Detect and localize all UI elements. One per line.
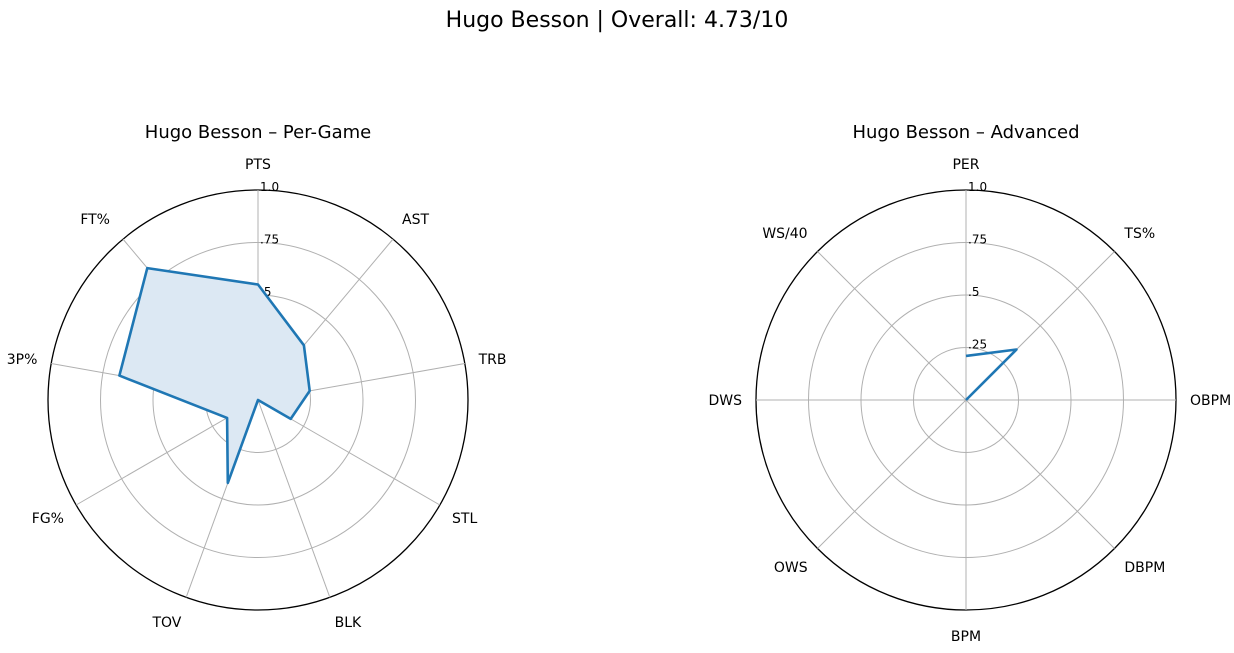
axis-label-ws-40: WS/40: [762, 226, 807, 242]
radial-tick-label: .75: [968, 233, 987, 247]
axis-label-per: PER: [952, 157, 979, 173]
axis-label-ft-pct: FT%: [80, 212, 110, 228]
figure-title: Hugo Besson | Overall: 4.73/10: [445, 8, 789, 33]
radial-tick-label: 1.0: [260, 180, 279, 194]
radar-spoke-dbpm: [965, 399, 1115, 549]
panel-title: Hugo Besson – Advanced: [852, 122, 1079, 143]
axis-label-blk: BLK: [335, 615, 362, 631]
axis-label-bpm: BPM: [951, 629, 981, 645]
radial-tick-label: 1.0: [968, 180, 987, 194]
radar-panel-advanced: .25 .5 .75 1.0 PER TS% OBPM DBPM BPM OWS DWS WS/40 H…: [708, 122, 1231, 645]
radar-spoke-ws-40: [817, 251, 967, 401]
radar-series-area: [118, 266, 312, 485]
radar-series-line: [965, 348, 1018, 401]
radial-tick-label: .5: [260, 285, 271, 299]
axis-label-pts: PTS: [245, 157, 271, 173]
axis-label-ast: AST: [402, 212, 429, 228]
axis-label-3p-pct: 3P%: [7, 352, 38, 368]
axis-label-trb: TRB: [478, 352, 507, 368]
axis-label-ts-pct: TS%: [1123, 226, 1155, 242]
axis-label-stl: STL: [452, 511, 477, 527]
axis-label-dbpm: DBPM: [1124, 560, 1165, 576]
radial-tick-label: .25: [968, 338, 987, 352]
axis-label-fg-pct: FG%: [32, 511, 64, 527]
radial-tick-label: .5: [968, 285, 979, 299]
axis-label-obpm: OBPM: [1190, 393, 1231, 409]
axis-label-dws: DWS: [708, 393, 742, 409]
axis-label-ows: OWS: [774, 560, 808, 576]
radial-tick-label: .75: [260, 233, 279, 247]
panel-title: Hugo Besson – Per-Game: [145, 122, 371, 143]
radar-panel-per-game: .25.5.751.0PTSASTTRBSTLBLKTOVFG%3P%FT%Hu…: [7, 122, 507, 631]
axis-label-tov: TOV: [151, 615, 181, 631]
radar-spoke-blk: [257, 399, 331, 598]
radar-spoke-ows: [817, 399, 967, 549]
